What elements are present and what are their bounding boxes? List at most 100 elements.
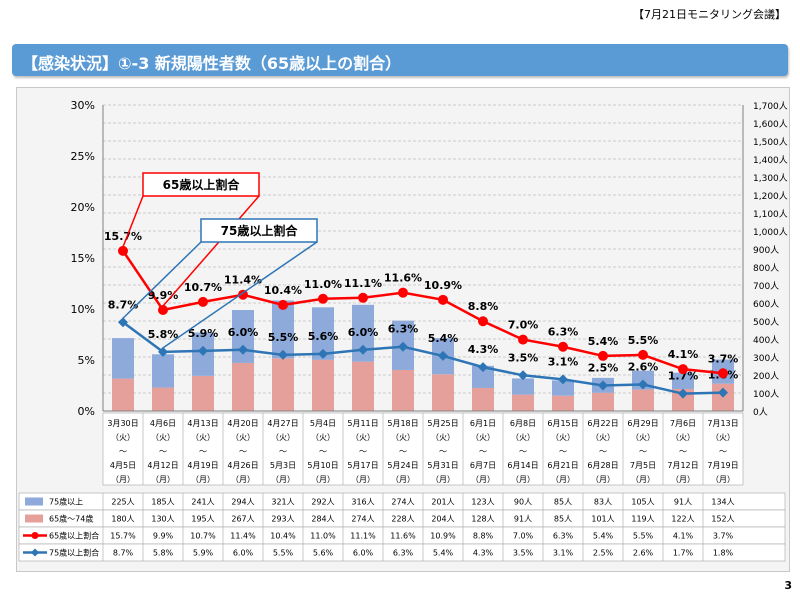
category-weekday: （月）: [391, 475, 415, 484]
share-65-plus-point: [238, 289, 248, 300]
category-tilde: ～: [639, 447, 647, 456]
category-tilde: ～: [399, 447, 407, 456]
y-left-tick-label: 15%: [71, 252, 95, 265]
bar-65-74: [192, 375, 214, 411]
chart-frame: 0人 100人 200人 300人 400人 500人 600人 700人 800人 900人 1,…: [16, 87, 790, 572]
data-table-cell: 228人: [391, 515, 414, 524]
share-65-plus-data-label: 15.7%: [104, 230, 142, 243]
bar-75-plus: [512, 378, 534, 395]
share-65-plus-point: [478, 316, 488, 327]
y-right-tick-label: 1,500人: [753, 137, 788, 148]
y-right-tick-label: 900人: [753, 245, 779, 256]
data-table-cell: 6.3%: [393, 549, 414, 558]
share-75-plus-line: [122, 321, 724, 395]
bar-65-74: [232, 362, 254, 411]
data-table-cell: 4.1%: [673, 532, 694, 541]
data-table-cell: 5.9%: [193, 549, 214, 558]
data-table-cell: 15.7%: [110, 532, 136, 541]
legend-label: 75歳以上割合: [49, 548, 99, 558]
share-75-plus-point: [118, 317, 128, 328]
data-table-cell: 294人: [231, 498, 254, 507]
category-weekday: （火）: [591, 433, 615, 442]
category-weekday: （月）: [671, 475, 695, 484]
category-weekday: （月）: [711, 475, 735, 484]
callout-75-leader: [162, 241, 318, 349]
data-table-cell: 5.8%: [153, 549, 174, 558]
share-75-plus-point: [478, 362, 488, 373]
category-start-date: 3月30日: [107, 419, 138, 428]
category-weekday: （火）: [471, 433, 495, 442]
data-table-cell: 130人: [151, 515, 174, 524]
data-table-cell: 3.1%: [553, 549, 574, 558]
share-65-plus-point: [598, 350, 608, 361]
y-left-tick-label: 30%: [71, 99, 95, 112]
category-end-date: 7月5日: [630, 461, 656, 470]
share-65-plus-data-label: 10.9%: [424, 279, 462, 292]
share-75-plus-point: [318, 348, 328, 359]
data-table-row: [18, 543, 786, 562]
bar-75-plus: [312, 307, 334, 360]
data-table-cell: 5.4%: [433, 549, 454, 558]
y-right-tick-label: 1,400人: [753, 155, 788, 166]
data-table-cell: 85人: [554, 498, 572, 507]
data-table-cell: 11.4%: [230, 532, 256, 541]
share-75-plus-point: [678, 388, 688, 399]
share-65-plus-data-label: 6.3%: [548, 326, 579, 339]
category-end-date: 5月10日: [307, 461, 338, 470]
share-65-plus-data-label: 10.7%: [184, 281, 222, 294]
data-table-cell: 83人: [594, 498, 612, 507]
category-end-date: 7月12日: [667, 461, 698, 470]
bar-75-plus: [552, 380, 574, 396]
share-75-plus-data-label: 5.8%: [148, 328, 179, 341]
data-table-cell: 3.5%: [513, 549, 534, 558]
data-table-cell: 293人: [271, 515, 294, 524]
category-start-date: 4月27日: [267, 419, 298, 428]
category-end-date: 4月19日: [187, 461, 218, 470]
bar-75-plus: [352, 304, 374, 362]
data-table-cell: 10.9%: [430, 532, 456, 541]
bar-65-74: [432, 374, 454, 411]
category-end-date: 5月3日: [270, 461, 296, 470]
category-end-date: 5月17日: [347, 461, 378, 470]
share-65-plus-data-label: 4.1%: [668, 348, 699, 361]
legend-key: [31, 548, 39, 557]
category-start-date: 5月4日: [310, 419, 336, 428]
share-75-plus-point: [718, 387, 728, 398]
share-65-plus-data-label: 11.4%: [224, 274, 262, 287]
category-start-date: 7月13日: [707, 419, 738, 428]
data-table-cell: 201人: [431, 498, 454, 507]
callout-75-label: 75歳以上割合: [221, 223, 299, 238]
share-75-plus-point: [198, 345, 208, 356]
share-75-plus-data-label: 6.3%: [388, 323, 419, 336]
share-65-plus-data-label: 10.4%: [264, 284, 302, 297]
data-table-cell: 267人: [231, 515, 254, 524]
y-right-tick-label: 700人: [753, 281, 779, 292]
share-75-plus-data-label: 3.1%: [548, 355, 579, 368]
data-table-cell: 2.6%: [633, 549, 654, 558]
category-start-date: 5月11日: [347, 419, 378, 428]
share-75-plus-point: [238, 344, 248, 355]
callout-65-leader: [162, 195, 260, 307]
data-table-cell: 6.0%: [353, 549, 374, 558]
category-weekday: （火）: [351, 433, 375, 442]
share-65-plus-data-label: 5.4%: [588, 335, 619, 348]
category-start-date: 6月8日: [510, 419, 536, 428]
category-start-date: 6月22日: [587, 419, 618, 428]
category-weekday: （月）: [631, 475, 655, 484]
legend-label: 65歳以上割合: [49, 531, 99, 541]
y-right-tick-label: 1,000人: [753, 227, 788, 238]
category-weekday: （火）: [311, 433, 335, 442]
data-table-cell: 321人: [271, 498, 294, 507]
callout-75-box: [200, 218, 318, 243]
category-weekday: （月）: [351, 475, 375, 484]
callout-65-box: [142, 172, 260, 197]
y-right-tick-label: 600人: [753, 299, 779, 310]
share-65-plus-data-label: 11.1%: [344, 277, 382, 290]
bar-75-plus: [272, 300, 294, 359]
data-table-cell: 8.8%: [473, 532, 494, 541]
category-weekday: （火）: [231, 433, 255, 442]
share-65-plus-point: [398, 287, 408, 298]
data-table-cell: 91人: [674, 498, 692, 507]
share-75-plus-point: [278, 349, 288, 360]
